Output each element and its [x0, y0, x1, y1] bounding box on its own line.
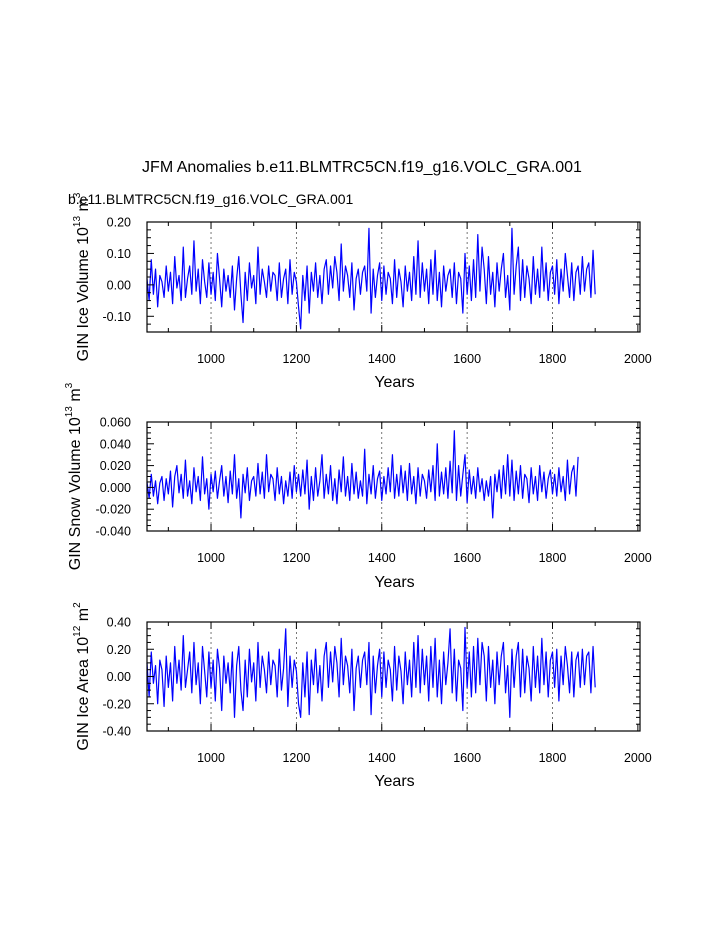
x-tick-label: 1000: [197, 551, 225, 565]
x-tick-label: 2000: [624, 751, 652, 765]
x-tick-label: 1800: [539, 551, 567, 565]
figure-title: JFM Anomalies b.e11.BLMTRC5CN.f19_g16.VO…: [142, 159, 582, 176]
x-tick-label: 1800: [539, 352, 567, 366]
y-tick-label: 0.20: [107, 216, 131, 230]
x-tick-label: 1600: [453, 551, 481, 565]
x-tick-label: 2000: [624, 551, 652, 565]
x-tick-label: 1000: [197, 751, 225, 765]
y-tick-label: 0.40: [107, 616, 131, 630]
y-tick-label: -0.20: [103, 697, 132, 711]
y-tick-label: 0.00: [107, 670, 131, 684]
x-tick-label: 1400: [368, 751, 396, 765]
ice-area-chart: 1000 1200 1400 1600 1800 2000 -0.40 -0.20 0.00 0.…: [72, 602, 652, 790]
y-axis-label: GIN Ice Volume 1013 m3: [72, 192, 92, 361]
y-tick-label: 0.000: [100, 481, 131, 495]
x-tick-label: 1600: [453, 751, 481, 765]
x-tick-label: 1200: [282, 352, 310, 366]
x-tick-label: 1200: [282, 751, 310, 765]
x-axis-label: Years: [374, 374, 414, 391]
x-tick-label: 1400: [368, 551, 396, 565]
x-tick-label: 1200: [282, 551, 310, 565]
y-tick-label: 0.20: [107, 643, 131, 657]
y-axis-label: GIN Snow Volume 1013 m3: [64, 382, 84, 570]
figure-subtitle: b.e11.BLMTRC5CN.f19_g16.VOLC_GRA.001: [68, 191, 354, 207]
y-tick-label: 0.060: [100, 416, 131, 430]
x-tick-label: 1600: [453, 352, 481, 366]
y-axis-label: GIN Ice Area 1012 m2: [72, 602, 92, 751]
snow-volume-series-line: [146, 430, 579, 519]
x-tick-label: 1800: [539, 751, 567, 765]
ice-volume-chart: 1000 1200 1400 1600 1800 2000 -0.10 0.00 0.10 0.2…: [72, 192, 652, 391]
y-tick-label: -0.10: [103, 310, 132, 324]
y-tick-label: 0.020: [100, 459, 131, 473]
x-tick-label: 1400: [368, 352, 396, 366]
y-tick-label: -0.040: [96, 525, 131, 539]
y-tick-label: -0.40: [103, 725, 132, 739]
y-tick-label: 0.00: [107, 278, 131, 292]
ice-area-series-line: [146, 626, 596, 718]
x-tick-label: 1000: [197, 352, 225, 366]
x-tick-label: 2000: [624, 352, 652, 366]
snow-volume-chart: 1000 1200 1400 1600 1800 2000 -0.040 -0.020 0.00…: [64, 382, 652, 591]
y-tick-label: 0.10: [107, 247, 131, 261]
chart-panels: 1000 1200 1400 1600 1800 2000 -0.10 0.00 0.10 0.2…: [64, 192, 652, 790]
x-axis-label: Years: [374, 574, 414, 591]
y-tick-label: -0.020: [96, 503, 131, 517]
y-tick-label: 0.040: [100, 437, 131, 451]
x-axis-label: Years: [374, 773, 414, 790]
ice-volume-series-line: [146, 227, 596, 330]
